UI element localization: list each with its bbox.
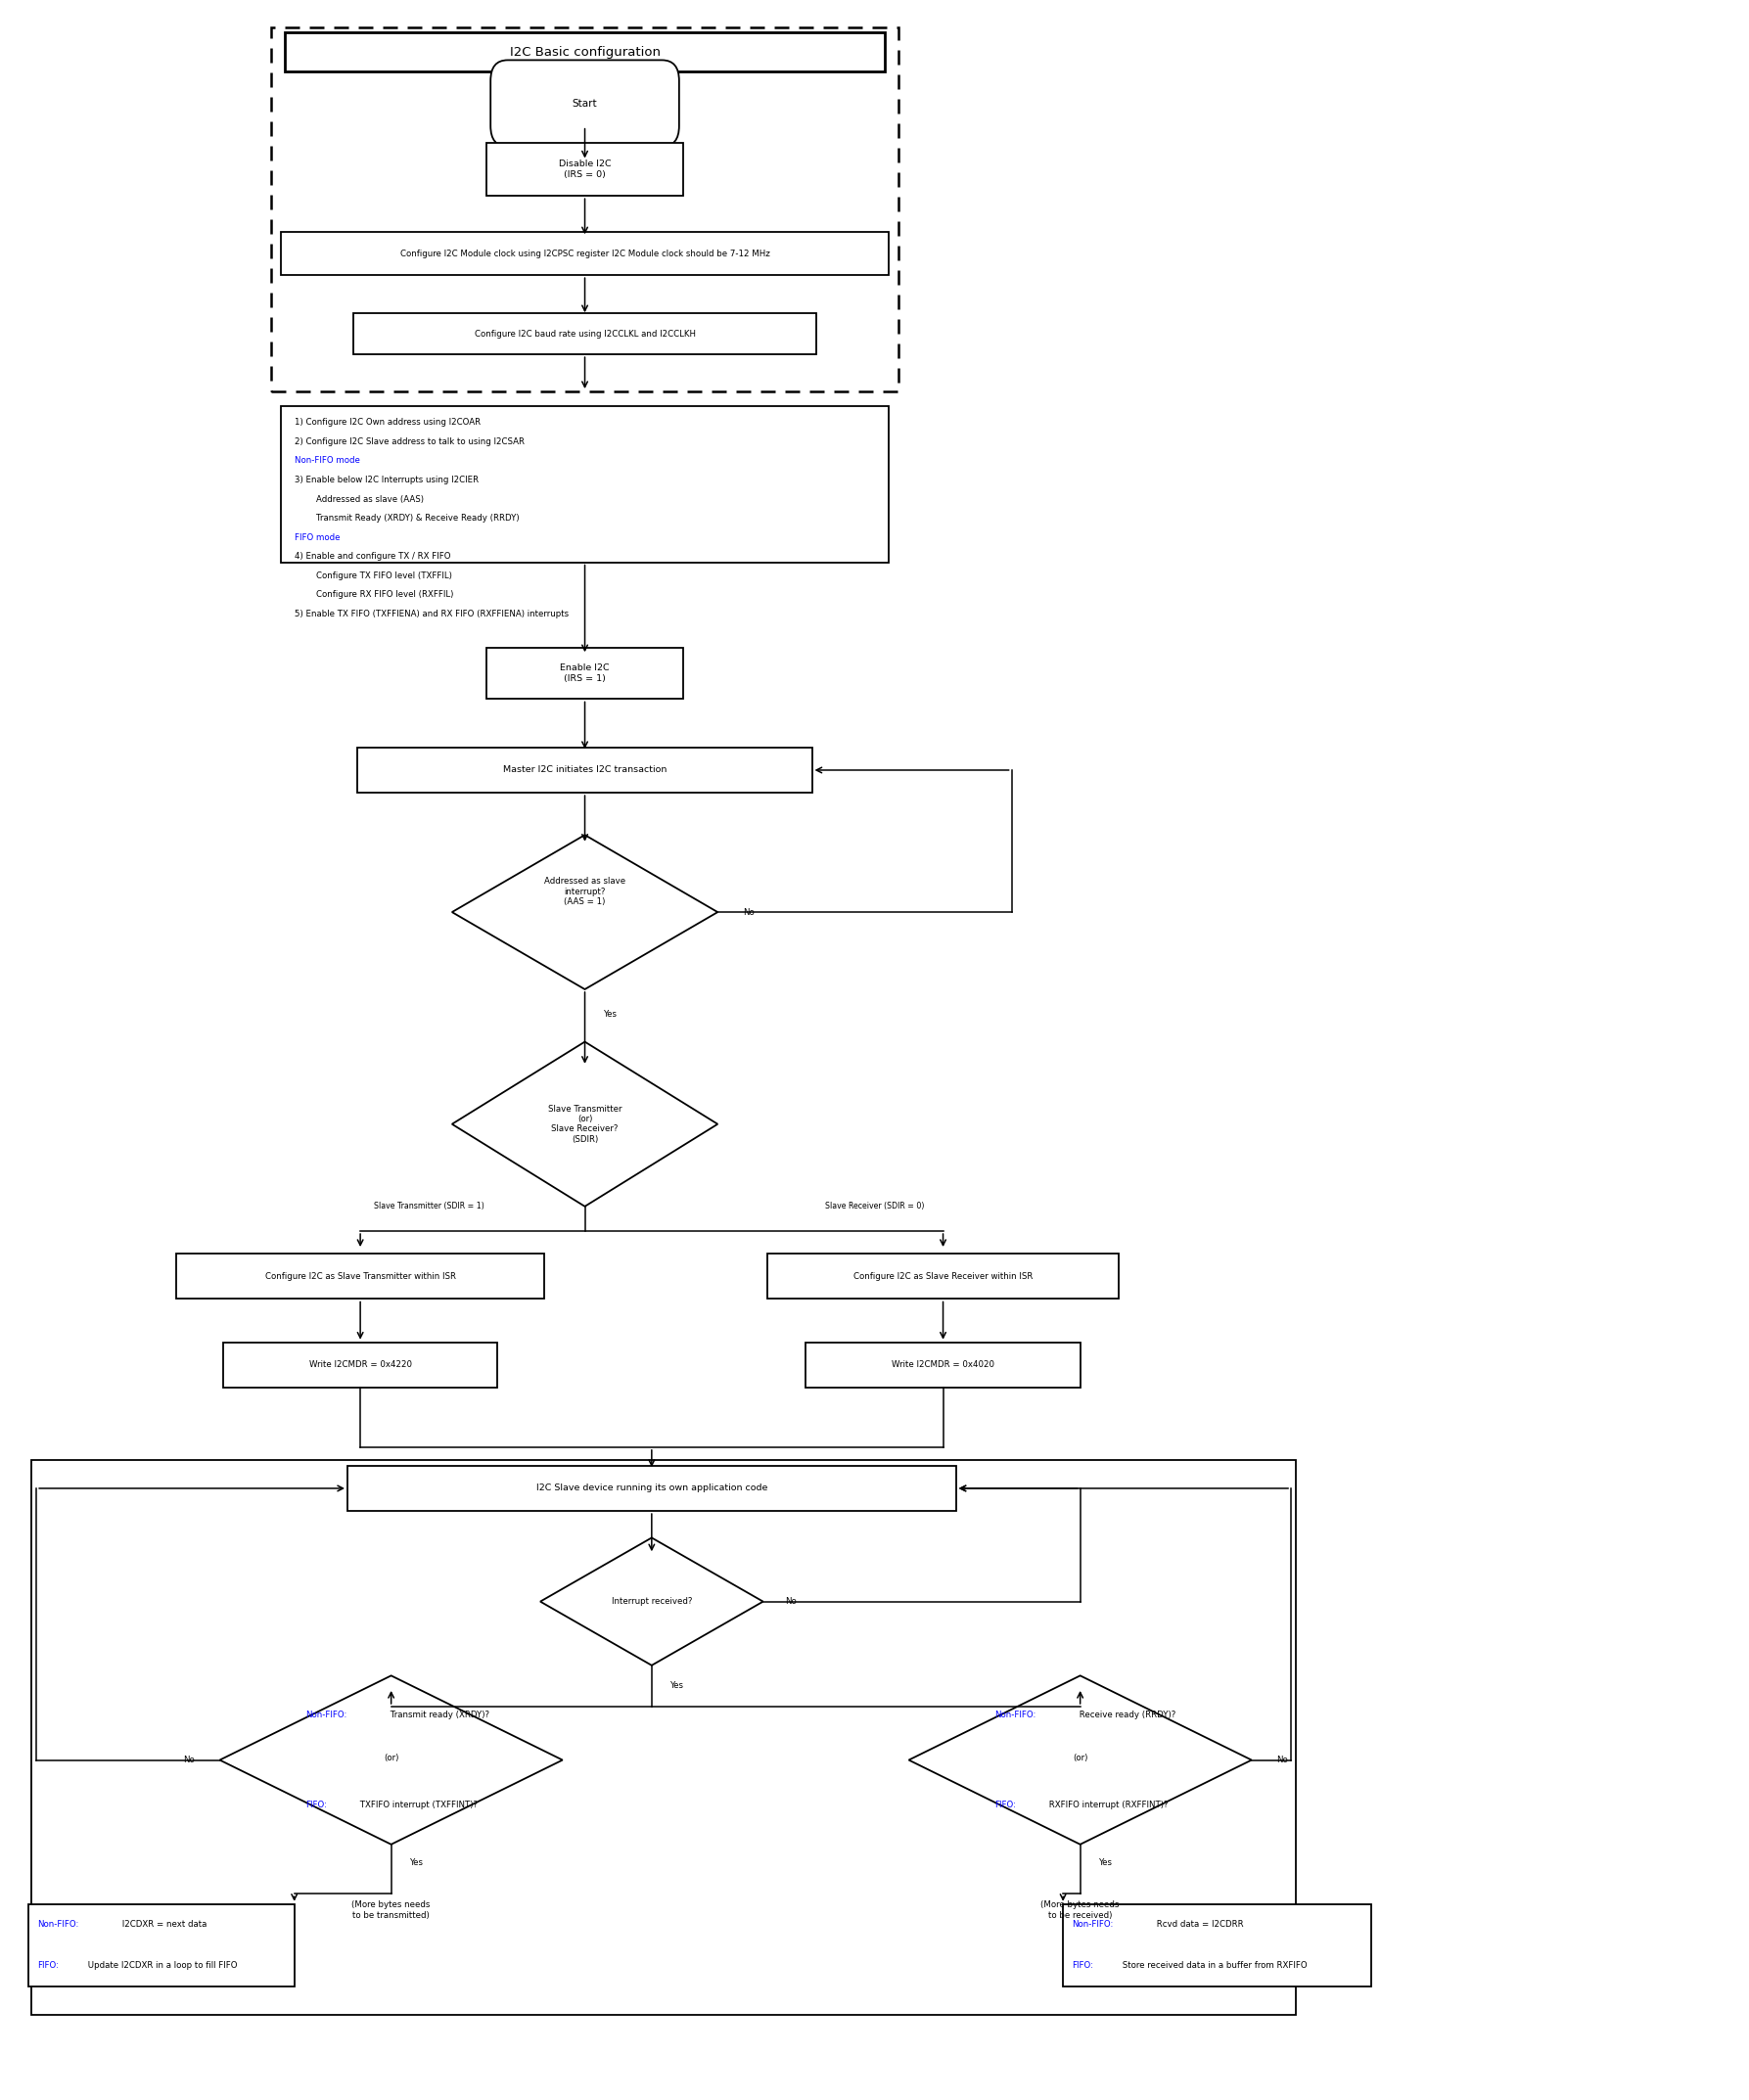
FancyBboxPatch shape	[348, 1466, 957, 1512]
FancyBboxPatch shape	[280, 231, 888, 275]
FancyBboxPatch shape	[285, 32, 885, 71]
FancyBboxPatch shape	[486, 647, 684, 699]
Text: Start: Start	[572, 99, 598, 109]
Text: 5) Enable TX FIFO (TXFFIENA) and RX FIFO (RXFFIENA) interrupts: 5) Enable TX FIFO (TXFFIENA) and RX FIFO…	[294, 609, 568, 617]
Text: Non-FIFO mode: Non-FIFO mode	[294, 456, 360, 466]
Text: 3) Enable below I2C Interrupts using I2CIER: 3) Enable below I2C Interrupts using I2C…	[294, 475, 479, 485]
Text: Configure I2C baud rate using I2CCLKL and I2CCLKH: Configure I2C baud rate using I2CCLKL an…	[474, 330, 696, 338]
Text: Configure TX FIFO level (TXFFIL): Configure TX FIFO level (TXFFIL)	[294, 571, 451, 580]
Text: (More bytes needs
to be received): (More bytes needs to be received)	[1041, 1901, 1119, 1919]
FancyBboxPatch shape	[224, 1342, 497, 1388]
Polygon shape	[909, 1676, 1252, 1844]
Text: Master I2C initiates I2C transaction: Master I2C initiates I2C transaction	[504, 766, 666, 775]
Text: Transmit Ready (XRDY) & Receive Ready (RRDY): Transmit Ready (XRDY) & Receive Ready (R…	[294, 514, 519, 523]
Text: No: No	[743, 907, 754, 916]
Text: Slave Transmitter
(or)
Slave Receiver?
(SDIR): Slave Transmitter (or) Slave Receiver? (…	[547, 1105, 623, 1145]
Text: Enable I2C
(IRS = 1): Enable I2C (IRS = 1)	[560, 664, 610, 682]
FancyBboxPatch shape	[177, 1254, 544, 1300]
Text: 1) Configure I2C Own address using I2COAR: 1) Configure I2C Own address using I2COA…	[294, 418, 481, 426]
Text: (or): (or)	[383, 1754, 399, 1762]
FancyBboxPatch shape	[768, 1254, 1119, 1300]
Text: Rcvd data = I2CDRR: Rcvd data = I2CDRR	[1154, 1919, 1244, 1930]
Text: Write I2CMDR = 0x4020: Write I2CMDR = 0x4020	[892, 1361, 995, 1369]
Text: Slave Receiver (SDIR = 0): Slave Receiver (SDIR = 0)	[826, 1201, 923, 1212]
Polygon shape	[220, 1676, 563, 1844]
Text: Non-FIFO:: Non-FIFO:	[37, 1919, 79, 1930]
FancyBboxPatch shape	[28, 1905, 294, 1987]
Text: I2CDXR = next data: I2CDXR = next data	[119, 1919, 206, 1930]
FancyBboxPatch shape	[359, 748, 812, 794]
Text: RXFIFO interrupt (RXFFINT)?: RXFIFO interrupt (RXFFINT)?	[1046, 1802, 1168, 1810]
Text: Write I2CMDR = 0x4220: Write I2CMDR = 0x4220	[310, 1361, 411, 1369]
Text: Configure RX FIFO level (RXFFIL): Configure RX FIFO level (RXFFIL)	[294, 590, 453, 598]
Text: No: No	[184, 1756, 194, 1764]
Text: Update I2CDXR in a loop to fill FIFO: Update I2CDXR in a loop to fill FIFO	[86, 1961, 238, 1970]
Text: Configure I2C as Slave Receiver within ISR: Configure I2C as Slave Receiver within I…	[854, 1273, 1034, 1281]
Text: 4) Enable and configure TX / RX FIFO: 4) Enable and configure TX / RX FIFO	[294, 552, 451, 561]
Text: Store received data in a buffer from RXFIFO: Store received data in a buffer from RXF…	[1119, 1961, 1307, 1970]
Text: Yes: Yes	[670, 1682, 684, 1691]
Text: I2C Basic configuration: I2C Basic configuration	[509, 46, 659, 59]
Text: Transmit ready (XRDY)?: Transmit ready (XRDY)?	[388, 1709, 490, 1720]
Text: Addressed as slave (AAS): Addressed as slave (AAS)	[294, 496, 423, 504]
Text: FIFO:: FIFO:	[306, 1802, 327, 1810]
Text: Non-FIFO:: Non-FIFO:	[995, 1709, 1035, 1720]
Text: No: No	[785, 1598, 796, 1606]
FancyBboxPatch shape	[490, 61, 679, 147]
Text: 2) Configure I2C Slave address to talk to using I2CSAR: 2) Configure I2C Slave address to talk t…	[294, 437, 525, 445]
FancyBboxPatch shape	[1063, 1905, 1371, 1987]
Text: Yes: Yes	[603, 1010, 617, 1018]
Text: Receive ready (RRDY)?: Receive ready (RRDY)?	[1077, 1709, 1175, 1720]
Text: FIFO:: FIFO:	[37, 1961, 59, 1970]
Text: Addressed as slave
interrupt?
(AAS = 1): Addressed as slave interrupt? (AAS = 1)	[544, 878, 626, 905]
FancyBboxPatch shape	[486, 143, 684, 195]
Text: Configure I2C as Slave Transmitter within ISR: Configure I2C as Slave Transmitter withi…	[264, 1273, 456, 1281]
Text: I2C Slave device running its own application code: I2C Slave device running its own applica…	[535, 1485, 768, 1493]
Text: Interrupt received?: Interrupt received?	[612, 1598, 693, 1606]
Text: Yes: Yes	[1098, 1858, 1112, 1867]
Text: (or): (or)	[1072, 1754, 1088, 1762]
FancyBboxPatch shape	[806, 1342, 1081, 1388]
Polygon shape	[540, 1537, 763, 1665]
Text: (More bytes needs
to be transmitted): (More bytes needs to be transmitted)	[352, 1901, 430, 1919]
Text: FIFO:: FIFO:	[1072, 1961, 1093, 1970]
Text: FIFO:: FIFO:	[995, 1802, 1016, 1810]
Text: Non-FIFO:: Non-FIFO:	[1072, 1919, 1112, 1930]
Text: Disable I2C
(IRS = 0): Disable I2C (IRS = 0)	[558, 160, 610, 179]
Text: Configure I2C Module clock using I2CPSC register I2C Module clock should be 7-12: Configure I2C Module clock using I2CPSC …	[401, 250, 770, 258]
Text: No: No	[1277, 1756, 1289, 1764]
Text: Non-FIFO:: Non-FIFO:	[306, 1709, 346, 1720]
Text: Yes: Yes	[409, 1858, 423, 1867]
FancyBboxPatch shape	[353, 313, 817, 355]
Polygon shape	[451, 1042, 717, 1205]
Text: TXFIFO interrupt (TXFFINT)?: TXFIFO interrupt (TXFFINT)?	[357, 1802, 477, 1810]
Text: FIFO mode: FIFO mode	[294, 533, 339, 542]
Text: Slave Transmitter (SDIR = 1): Slave Transmitter (SDIR = 1)	[374, 1201, 484, 1212]
FancyBboxPatch shape	[280, 405, 888, 563]
Polygon shape	[451, 836, 717, 989]
